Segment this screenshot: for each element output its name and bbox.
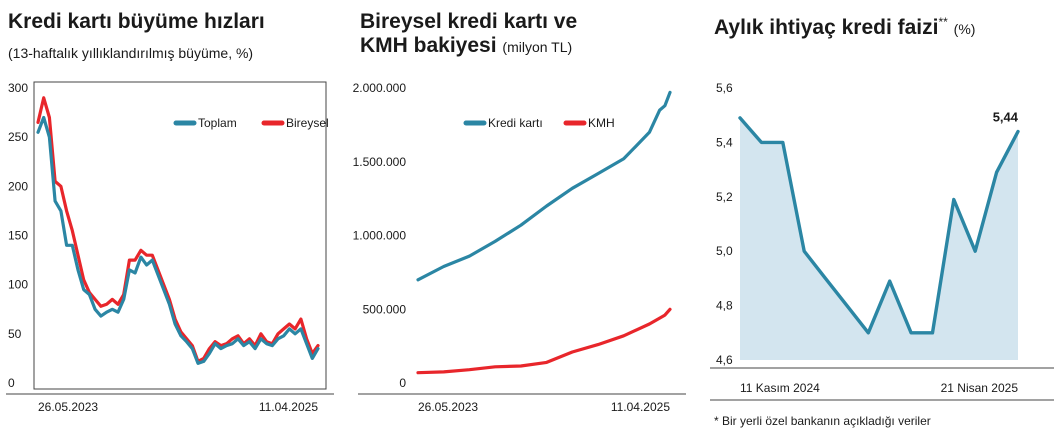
area-fill (740, 117, 1018, 361)
y-tick-label: 5,2 (716, 190, 733, 204)
y-tick-label: 250 (8, 130, 28, 144)
chart-title: Kredi kartı büyüme hızları (8, 10, 265, 33)
legend-label: KMH (588, 116, 615, 130)
series-line-kredi-kartı (416, 90, 672, 282)
chart-title-text: Aylık ihtiyaç kredi faizi (714, 16, 939, 39)
legend-label: Kredi kartı (488, 116, 543, 130)
chart-subtitle: (13-haftalık yıllıklandırılmış büyüme, %… (8, 45, 254, 61)
y-tick-label: 5,0 (716, 244, 733, 258)
x-tick-label: 26.05.2023 (418, 400, 478, 414)
y-tick-label: 300 (8, 81, 28, 95)
y-tick-label: 100 (8, 278, 28, 292)
y-tick-label: 4,6 (716, 353, 733, 367)
chart-title: Bireysel kredi kartı ve KMH bakiyesi (mi… (360, 10, 577, 59)
x-tick-label: 11.04.2025 (611, 400, 670, 414)
x-tick-label: 21 Nisan 2025 (941, 381, 1019, 395)
x-tick-label: 11 Kasım 2024 (740, 381, 820, 395)
x-tick-label: 26.05.2023 (38, 400, 98, 414)
balances-chart: 2.000.000 1.500.000 1.000.000 500.000 0 26.05… (353, 81, 686, 414)
y-tick-label: 0 (399, 376, 406, 390)
y-tick-label: 5,4 (716, 135, 733, 149)
x-tick-label: 11.04.2025 (259, 400, 318, 414)
chart-panel-growth-rates: Kredi kartı büyüme hızları (13-haftalık … (0, 0, 340, 438)
y-tick-label: 2.000.000 (353, 81, 407, 95)
y-tick-label: 150 (8, 229, 28, 243)
end-value-label: 5,44 (993, 110, 1019, 125)
plot-frame (33, 81, 327, 390)
chart-title-footnote-mark: ** (938, 15, 948, 29)
y-tick-label: 50 (8, 327, 22, 341)
chart-unit: (milyon TL) (502, 39, 573, 55)
y-tick-label: 5,6 (716, 81, 733, 95)
legend-label: Toplam (198, 116, 237, 130)
series-line (738, 116, 1020, 335)
legend-label: Bireysel (286, 116, 329, 130)
y-tick-label: 500.000 (363, 302, 407, 316)
chart-panel-interest-rate: Aylık ihtiyaç kredi faizi** (%) 5,6 5,4 5,… (706, 0, 1058, 438)
chart-unit: (%) (953, 21, 976, 37)
chart-title-line-2: KMH bakiyesi (360, 34, 497, 57)
chart-panel-balances: Bireysel kredi kartı ve KMH bakiyesi (mi… (352, 0, 692, 438)
chart-title: Aylık ihtiyaç kredi faizi** (%) (714, 10, 975, 41)
y-tick-label: 1.500.000 (353, 155, 407, 169)
series-line-bireysel (36, 96, 320, 363)
growth-rates-chart: 300 250 200 150 100 50 0 26.05.2023 11.04.2025 To… (6, 81, 334, 414)
y-tick-label: 0 (8, 376, 15, 390)
series-line-toplam (36, 115, 320, 365)
y-tick-label: 200 (8, 179, 28, 193)
y-tick-label: 4,8 (716, 299, 733, 313)
chart-title-line-1: Bireysel kredi kartı ve (360, 10, 578, 33)
y-tick-label: 1.000.000 (353, 229, 407, 243)
interest-rate-chart: 5,6 5,4 5,2 5,0 4,8 4,6 11 Kasım 2024 21 Nisan … (710, 81, 1054, 401)
footnote: * Bir yerli özel bankanın açıkladığı ver… (714, 414, 931, 428)
series-line-kmh (416, 307, 672, 375)
